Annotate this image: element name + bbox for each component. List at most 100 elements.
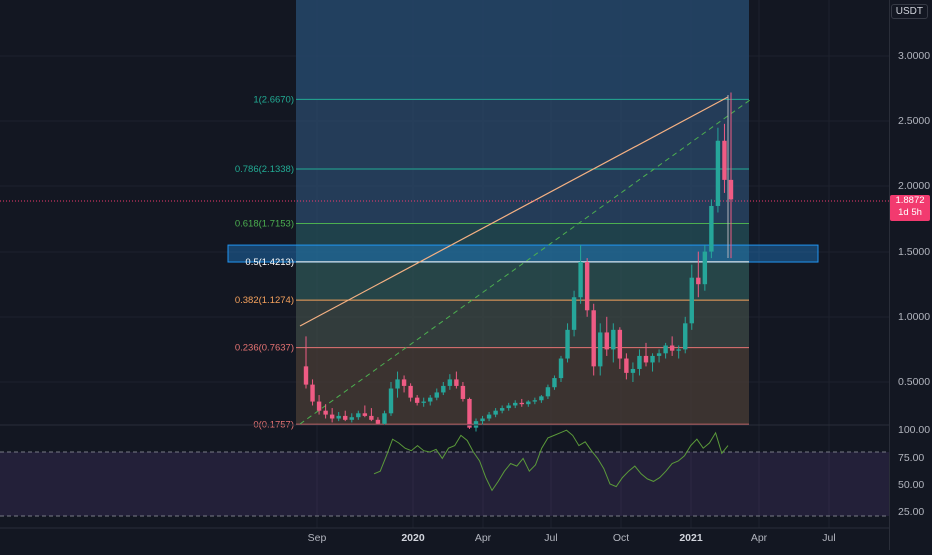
candle-body: [401, 379, 407, 386]
candle-body: [683, 323, 688, 350]
price-label: 3.0000: [898, 50, 931, 62]
candle-body: [369, 415, 374, 420]
candle-body: [552, 378, 557, 388]
candle-body: [539, 396, 544, 401]
candle-body: [454, 379, 459, 386]
candle-body: [382, 413, 387, 424]
candle-body: [349, 417, 354, 420]
candle-body: [696, 277, 701, 285]
fib-label: 0.236(0.7637): [235, 343, 294, 354]
candle-body: [637, 355, 642, 369]
candle-body: [617, 329, 623, 359]
candle-body: [591, 310, 596, 367]
rsi-label: 25.00: [898, 506, 925, 518]
fib-label: 0.786(2.1338): [235, 164, 294, 175]
rsi-label: 100.00: [898, 424, 931, 436]
candle-body: [604, 332, 609, 350]
candle-body: [336, 415, 341, 419]
current-price-badge: 1.8872 1d 5h: [890, 195, 930, 221]
candle-body: [650, 355, 655, 363]
dashed-trend-line: [299, 99, 751, 425]
candle-body: [598, 332, 603, 367]
candle-body: [428, 397, 433, 402]
candle-body: [611, 329, 616, 350]
candle-body: [532, 400, 538, 402]
candle-body: [578, 262, 583, 298]
time-label: 2020: [401, 532, 425, 544]
candle-body: [310, 384, 315, 402]
time-label: Jul: [822, 532, 836, 544]
countdown-value: 1d 5h: [898, 207, 922, 218]
fib-zone: [296, 223, 749, 262]
fib-label: 0.382(1.1274): [235, 295, 294, 306]
time-label: Sep: [307, 532, 327, 544]
fib-zone: [296, 347, 749, 425]
fib-label: 1(2.6670): [253, 94, 294, 105]
fib-zone: [296, 168, 749, 224]
candle-body: [702, 251, 708, 285]
candle-body: [643, 355, 649, 363]
time-label: Jul: [544, 532, 558, 544]
fib-label: 0.618(1.7153): [235, 219, 294, 230]
trend-line: [299, 96, 729, 327]
rsi-label: 75.00: [898, 452, 925, 464]
price-label: 0.5000: [898, 376, 931, 388]
candle-body: [375, 419, 381, 424]
candle-body: [630, 368, 636, 373]
time-label: 2021: [679, 532, 703, 544]
candle-body: [656, 353, 662, 356]
candle-body: [434, 392, 439, 398]
candle-body: [624, 358, 629, 373]
candle-body: [709, 205, 714, 252]
candle-body: [493, 410, 498, 415]
rsi-line: [373, 429, 729, 492]
candle-body: [441, 385, 446, 393]
candle-body: [513, 402, 518, 406]
candle-body: [722, 140, 727, 180]
currency-badge[interactable]: USDT: [890, 4, 928, 19]
candle-body: [421, 401, 426, 403]
fib-zone: [296, 261, 749, 301]
candle-body: [663, 345, 668, 354]
candle-body: [669, 345, 675, 351]
candle-body: [565, 329, 570, 359]
current-price-value: 1.8872: [895, 195, 925, 206]
rsi-band: [0, 452, 889, 516]
fib-zone: [296, 0, 749, 100]
candle-body: [388, 388, 394, 414]
candle-body: [467, 398, 472, 428]
time-label: Oct: [612, 532, 630, 544]
candle-body: [460, 385, 466, 399]
candle-body: [323, 410, 328, 415]
price-label: 1.5000: [898, 246, 931, 258]
price-axis[interactable]: USDT 3.0000 2.5000 2.0000 1.5000 1.0000 …: [889, 0, 932, 550]
candle-body: [343, 415, 348, 420]
candle-body: [480, 418, 485, 422]
candle-body: [519, 402, 524, 405]
candle-body: [303, 366, 309, 385]
candle-body: [526, 401, 531, 405]
candle-body: [395, 379, 400, 389]
candle-body: [506, 405, 511, 409]
price-label: 2.0000: [898, 180, 931, 192]
candle-body: [329, 414, 335, 419]
candle-body: [316, 401, 322, 411]
candle-body: [676, 349, 681, 351]
fib-zone: [296, 99, 749, 169]
candle-body: [584, 262, 590, 311]
candle-body: [473, 421, 479, 428]
candle-body: [571, 297, 577, 330]
candle-body: [362, 413, 368, 416]
candle-body: [486, 414, 492, 419]
candle-body: [728, 179, 734, 200]
price-label: 1.0000: [898, 311, 931, 323]
candle-body: [356, 413, 361, 418]
highlight-box: [227, 244, 819, 263]
candle-body: [499, 408, 505, 411]
candle-body: [545, 387, 551, 397]
time-label: Apr: [474, 532, 492, 544]
candle-body: [447, 379, 453, 386]
candle-body: [414, 397, 420, 403]
